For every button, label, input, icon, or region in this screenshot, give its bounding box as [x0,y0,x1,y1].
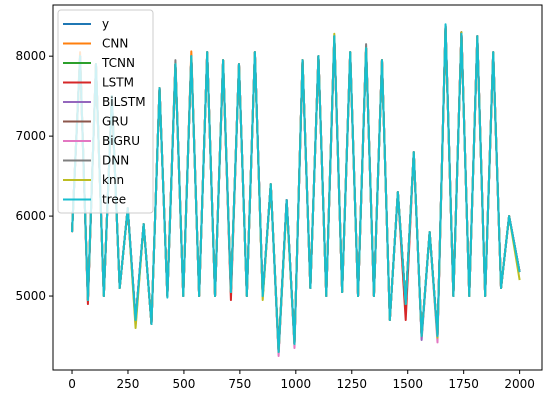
legend-label: BiLSTM [102,95,146,109]
legend-label: tree [102,193,126,207]
x-tick-label: 0 [68,377,76,391]
y-tick-label: 8000 [15,49,46,63]
x-tick-label: 1250 [336,377,367,391]
legend-label: GRU [102,115,128,129]
series-line [71,23,521,354]
x-tick-label: 1000 [281,377,312,391]
legend-label: CNN [102,37,128,51]
legend-box [57,9,154,214]
x-tick-label: 2000 [504,377,535,391]
x-tick-label: 1750 [448,377,479,391]
y-tick-label: 6000 [15,209,46,223]
x-tick-label: 1500 [392,377,423,391]
legend-label: TCNN [101,56,135,70]
x-tick-label: 250 [117,377,140,391]
y-tick-label: 5000 [15,289,46,303]
legend-label: LSTM [102,76,134,90]
legend-label: DNN [102,154,129,168]
y-tick-label: 7000 [15,129,46,143]
plot-frame [52,4,543,371]
legend-label: knn [102,173,124,187]
x-tick-label: 750 [228,377,251,391]
legend-label: BiGRU [102,134,140,148]
legend-label: y [102,17,109,31]
x-tick-label: 500 [172,377,195,391]
